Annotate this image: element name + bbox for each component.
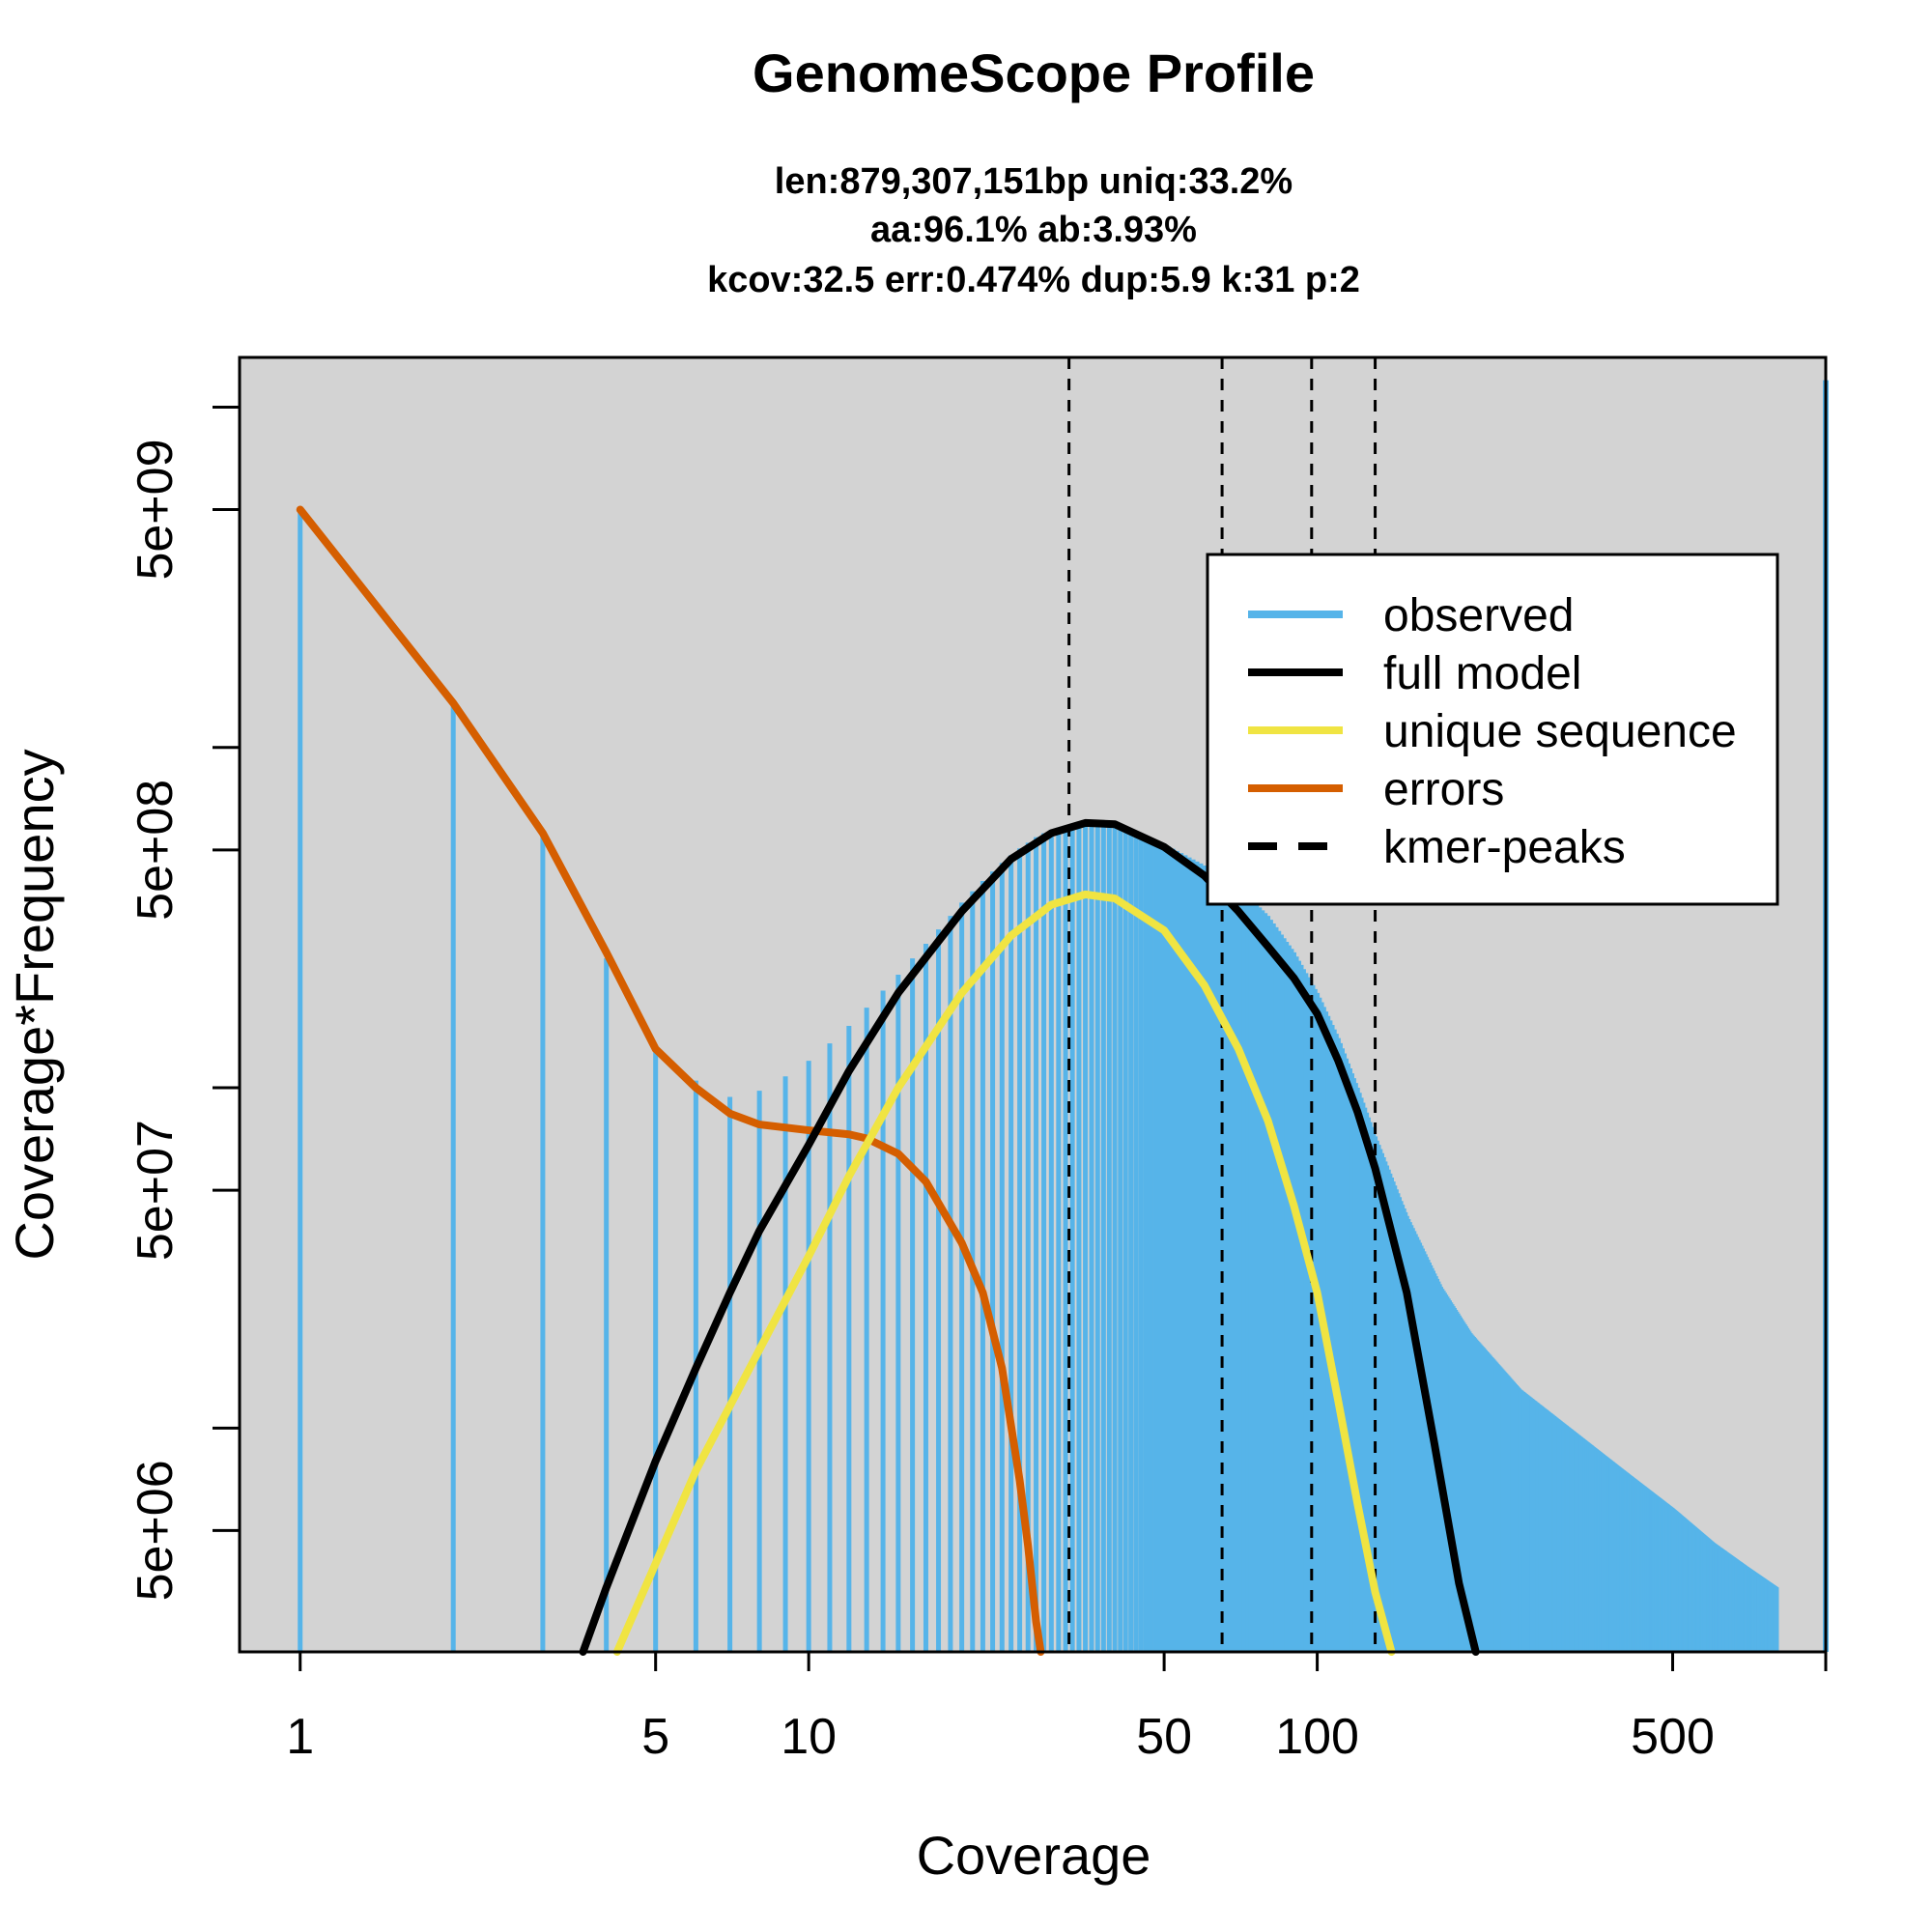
y-tick-label: 5e+06: [128, 1460, 184, 1601]
unique-sequence-curve: [612, 890, 1396, 1656]
x-axis: 1 5 10 50 100 500: [286, 1650, 1828, 1765]
x-tick-label: 500: [1631, 1709, 1715, 1765]
x-tick-label: 10: [781, 1709, 837, 1765]
observed-series: [298, 380, 1829, 1652]
model-curves: [296, 505, 1480, 1656]
x-tick-label: 1: [286, 1709, 314, 1765]
legend: observed full model unique sequence errors k…: [1206, 553, 1779, 906]
legend-label: kmer-peaks: [1383, 822, 1626, 873]
y-tick-label: 5e+09: [128, 440, 184, 581]
y-axis: 5e+06 5e+07 5e+08 5e+09: [128, 405, 242, 1601]
legend-label: observed: [1383, 590, 1574, 641]
legend-label: unique sequence: [1383, 706, 1737, 757]
y-tick-label: 5e+07: [128, 1120, 184, 1261]
chart-title: GenomeScope Profile: [753, 43, 1315, 103]
chart-subtitle-line-1: len:879,307,151bp uniq:33.2%: [775, 161, 1293, 202]
legend-label: errors: [1383, 764, 1504, 815]
x-axis-label: Coverage: [917, 1825, 1151, 1886]
errors-curve: [296, 505, 1045, 1656]
y-tick-label: 5e+08: [128, 780, 184, 921]
x-tick-label: 5: [641, 1709, 669, 1765]
y-axis-label: Coverage*Frequency: [4, 749, 65, 1260]
x-tick-label: 100: [1275, 1709, 1359, 1765]
x-tick-label: 50: [1136, 1709, 1192, 1765]
legend-label: full model: [1383, 648, 1581, 699]
chart-subtitle-line-2: aa:96.1% ab:3.93%: [870, 210, 1197, 250]
full-model-curve: [579, 818, 1480, 1656]
chart-subtitle-line-3: kcov:32.5 err:0.474% dup:5.9 k:31 p:2: [707, 260, 1360, 300]
